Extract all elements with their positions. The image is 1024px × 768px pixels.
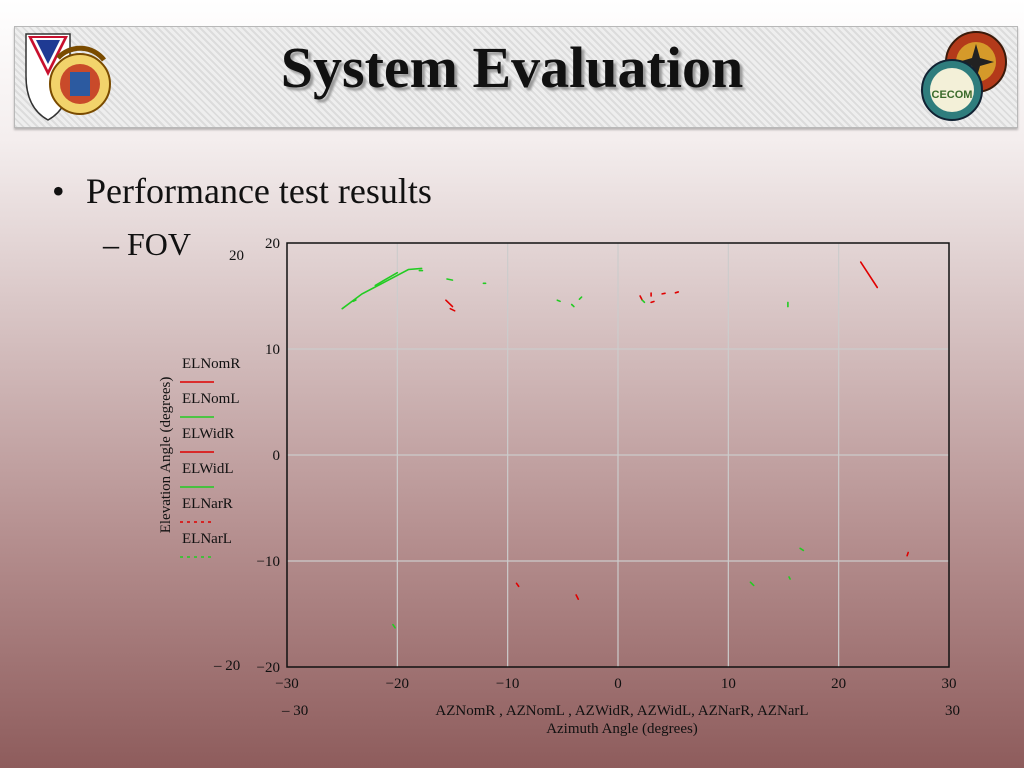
x-tick-label: 20 — [831, 676, 846, 692]
chart-series — [341, 261, 910, 629]
legend-label-elnarl: ELNarL — [182, 531, 232, 547]
x-tick-label: 30 — [942, 676, 957, 692]
legend-label-elwidl: ELWidL — [182, 461, 234, 477]
x-tick-label: −10 — [496, 676, 519, 692]
x-tick-label: 0 — [614, 676, 622, 692]
series-elnarr-segment — [674, 290, 680, 294]
series-elnoml-segment — [446, 278, 454, 281]
series-elwidl-segment — [749, 581, 755, 587]
x-tick-label: −20 — [386, 676, 409, 692]
chart-legend: ELNomR ELNomL ELWidR ELWidL ELNarR ELNarL — [180, 356, 240, 558]
title-banner — [14, 26, 1018, 128]
legend-label-elnoml: ELNomL — [182, 391, 240, 407]
y-tick-label: 20 — [265, 236, 280, 252]
cecom-seal-icon: CECOM — [921, 31, 1007, 121]
cecom-seal-text: CECOM — [932, 89, 973, 101]
plot-frame — [286, 242, 950, 668]
x-tick-label: 10 — [721, 676, 736, 692]
series-elnoml-segment — [578, 296, 583, 301]
series-elnomr-segment — [445, 299, 454, 308]
army-arsenal-shield-icon — [25, 33, 111, 121]
series-elnarl-segment — [352, 298, 359, 303]
series-elnoml-segment — [374, 271, 399, 287]
outer-x-min-label: – 30 — [281, 703, 308, 719]
legend-label-elnomr: ELNomR — [182, 356, 240, 372]
series-elnomr-segment — [906, 551, 910, 557]
bullet-performance: • Performance test results — [52, 171, 432, 211]
outer-y-min-label: – 20 — [213, 658, 240, 674]
page-title: System Evaluation — [280, 35, 744, 100]
series-elnarl-segment — [641, 299, 647, 305]
series-elnoml-segment — [392, 623, 396, 629]
series-elwidr-segment — [575, 594, 580, 601]
y-tick-label: −20 — [257, 660, 280, 676]
y-tick-label: 0 — [273, 448, 281, 464]
series-elwidr-segment — [515, 582, 520, 588]
legend-label-elnarr: ELNarR — [182, 496, 233, 512]
series-elnoml-segment — [799, 547, 805, 552]
y-axis-label: Elevation Angle (degrees) — [158, 377, 174, 534]
series-elnarr-segment — [661, 291, 669, 295]
series-elnomr-segment — [449, 307, 456, 312]
outer-x-max-label: 30 — [945, 703, 960, 719]
x-axis-label: Azimuth Angle (degrees) — [546, 721, 698, 737]
series-elwidl-segment — [570, 303, 575, 308]
bullet-fov: – FOV — [103, 226, 192, 262]
legend-label-elwidr: ELWidR — [182, 426, 234, 442]
series-elwidl-segment — [788, 576, 791, 580]
series-elnomr-segment — [859, 261, 879, 289]
chart-grid — [287, 243, 949, 667]
series-elnoml-segment — [341, 267, 423, 310]
y-tick-label: −10 — [257, 554, 280, 570]
x-series-label: AZNomR , AZNomL , AZWidR, AZWidL, AZNarR… — [435, 703, 808, 719]
bullet-performance-text: Performance test results — [86, 171, 432, 211]
y-tick-label: 10 — [265, 342, 280, 358]
series-elnarr-segment — [650, 300, 656, 304]
series-elnarl-segment — [556, 299, 564, 304]
outer-y-max-label: 20 — [229, 248, 244, 264]
x-tick-label: −30 — [275, 676, 298, 692]
